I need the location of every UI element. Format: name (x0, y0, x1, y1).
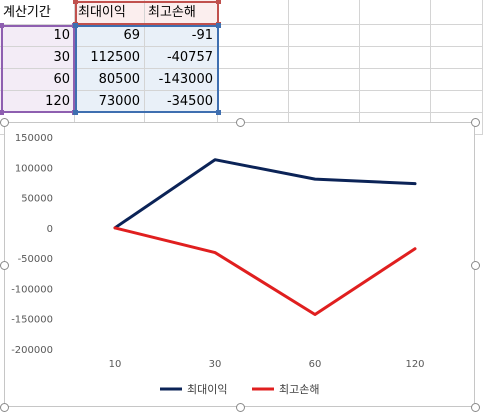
range-handle[interactable] (0, 23, 4, 28)
x-tick-label: 10 (109, 359, 122, 370)
data-cell[interactable]: 120 (0, 91, 75, 113)
series-line-1 (113, 158, 417, 230)
y-tick-label: 100000 (15, 163, 53, 174)
range-handle[interactable] (73, 0, 78, 4)
x-tick-label: 60 (309, 359, 322, 370)
data-cell[interactable]: -143000 (145, 69, 218, 91)
series-2-point (113, 226, 117, 230)
data-cell[interactable]: 10 (0, 25, 75, 47)
empty-cell[interactable] (360, 69, 431, 91)
data-cell[interactable]: 69 (75, 25, 145, 47)
empty-cell[interactable] (360, 47, 431, 69)
header-cell-max-loss[interactable]: 최고손해 (145, 0, 218, 25)
data-cell[interactable]: -91 (145, 25, 218, 47)
chart-resize-handle[interactable] (235, 118, 245, 127)
series-2-point (213, 251, 217, 254)
data-cell[interactable]: 80500 (75, 69, 145, 91)
y-tick-label: 0 (47, 224, 53, 235)
range-handle[interactable] (216, 0, 221, 4)
empty-cell[interactable] (218, 69, 289, 91)
empty-cell[interactable] (360, 25, 431, 47)
data-cell[interactable]: 30 (0, 47, 75, 69)
empty-cell[interactable] (218, 47, 289, 69)
chart-resize-handle[interactable] (0, 260, 9, 270)
y-tick-label: -200000 (11, 345, 53, 356)
y-tick-label: 150000 (15, 133, 53, 144)
series-2-point (313, 313, 317, 316)
header-cell-max-profit[interactable]: 최대이익 (75, 0, 145, 25)
empty-cell[interactable] (289, 25, 360, 47)
header-cell-period[interactable]: 계산기간 (0, 0, 75, 25)
series-1-point (313, 177, 317, 181)
y-tick-label: -50000 (18, 254, 53, 265)
empty-cell[interactable] (289, 47, 360, 69)
range-handle[interactable] (0, 110, 4, 115)
chart-resize-handle[interactable] (0, 118, 9, 127)
range-handle[interactable] (216, 110, 221, 115)
y-tick-label: -100000 (11, 284, 53, 295)
chart-resize-handle[interactable] (471, 118, 480, 127)
x-tick-label: 30 (209, 359, 222, 370)
series-2-point (413, 247, 417, 250)
empty-cell[interactable] (289, 91, 360, 113)
series-1-point (413, 182, 417, 185)
data-cell[interactable]: -40757 (145, 47, 218, 69)
empty-cell[interactable] (289, 69, 360, 91)
range-handle[interactable] (73, 23, 78, 28)
empty-cell[interactable] (431, 25, 483, 47)
y-tick-label: -150000 (11, 315, 53, 326)
empty-cell[interactable] (431, 91, 483, 113)
x-tick-label: 120 (405, 359, 424, 370)
data-cell[interactable]: 60 (0, 69, 75, 91)
empty-cell[interactable] (218, 91, 289, 113)
chart-canvas: 150000 100000 50000 0 -50000 -100000 -150000 -2… (11, 133, 424, 396)
chart-resize-handle[interactable] (471, 260, 480, 270)
line-chart[interactable]: 150000 100000 50000 0 -50000 -100000 -150000 -2… (0, 118, 480, 412)
legend-label: 최고손해 (279, 382, 319, 396)
empty-cell[interactable] (218, 0, 289, 25)
chart-resize-handle[interactable] (235, 403, 245, 412)
chart-resize-handle[interactable] (471, 403, 480, 412)
empty-cell[interactable] (360, 91, 431, 113)
range-handle[interactable] (216, 23, 221, 28)
empty-cell[interactable] (360, 0, 431, 25)
empty-cell[interactable] (218, 25, 289, 47)
range-handle[interactable] (73, 110, 78, 115)
data-cell[interactable]: 73000 (75, 91, 145, 113)
empty-cell[interactable] (431, 69, 483, 91)
data-cell[interactable]: -34500 (145, 91, 218, 113)
series-1-point (213, 158, 217, 161)
empty-cell[interactable] (289, 0, 360, 25)
series-line-2 (113, 226, 417, 316)
chart-resize-handle[interactable] (0, 403, 9, 412)
empty-cell[interactable] (431, 47, 483, 69)
y-tick-label: 50000 (21, 194, 53, 205)
legend-label: 최대이익 (187, 383, 227, 396)
data-cell[interactable]: 112500 (75, 47, 145, 69)
empty-cell[interactable] (431, 0, 483, 25)
